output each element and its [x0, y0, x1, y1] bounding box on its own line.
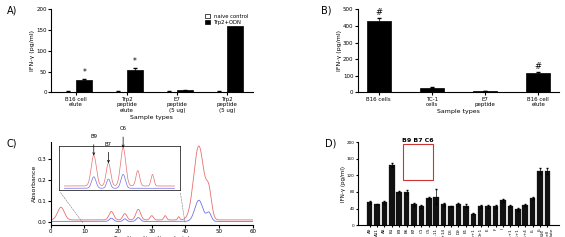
Bar [127, 70, 143, 92]
Bar [367, 21, 390, 92]
Bar [397, 192, 402, 225]
Bar [515, 210, 520, 225]
Bar [411, 204, 417, 225]
Text: A): A) [6, 5, 17, 15]
Bar [420, 88, 444, 92]
Y-axis label: IFN-γ (pg/ml): IFN-γ (pg/ml) [341, 166, 346, 202]
Bar [367, 202, 372, 225]
Bar [433, 197, 439, 225]
Bar [463, 206, 468, 225]
Bar [523, 205, 528, 225]
Bar [227, 26, 244, 92]
Bar [500, 200, 506, 225]
Bar [493, 206, 498, 225]
Bar [419, 206, 424, 225]
Bar [426, 198, 432, 225]
Bar [473, 91, 497, 92]
Bar [471, 214, 476, 225]
Bar [381, 202, 387, 225]
Bar [389, 165, 394, 225]
X-axis label: Fractionation time (min): Fractionation time (min) [114, 236, 190, 237]
Text: B): B) [321, 5, 332, 15]
Y-axis label: Absorbance: Absorbance [32, 165, 37, 202]
Bar [456, 204, 461, 225]
Text: D): D) [325, 138, 337, 148]
Text: *: * [233, 13, 237, 22]
Text: C): C) [6, 138, 17, 148]
Text: *: * [82, 68, 86, 77]
Y-axis label: IFN-γ (pg/ml): IFN-γ (pg/ml) [337, 31, 341, 71]
Bar [441, 204, 446, 225]
Bar [507, 206, 513, 225]
Bar [403, 144, 433, 180]
Bar [478, 206, 484, 225]
X-axis label: Sample types: Sample types [131, 114, 173, 120]
Y-axis label: IFN-γ (pg/ml): IFN-γ (pg/ml) [30, 31, 35, 71]
Text: *: * [133, 57, 137, 66]
Bar [526, 73, 550, 92]
Bar [448, 206, 454, 225]
Bar [76, 80, 92, 92]
X-axis label: Sample types: Sample types [437, 109, 480, 114]
Bar [545, 171, 550, 225]
Bar [537, 171, 543, 225]
Text: #: # [375, 8, 382, 17]
Bar [374, 204, 380, 225]
Bar [485, 206, 491, 225]
Text: B9 B7 C6: B9 B7 C6 [402, 138, 433, 143]
Bar [177, 90, 193, 92]
Text: #: # [534, 62, 542, 71]
Legend: naive control, Trp2+ODN: naive control, Trp2+ODN [203, 12, 250, 26]
Bar [404, 192, 410, 225]
Bar [530, 198, 536, 225]
